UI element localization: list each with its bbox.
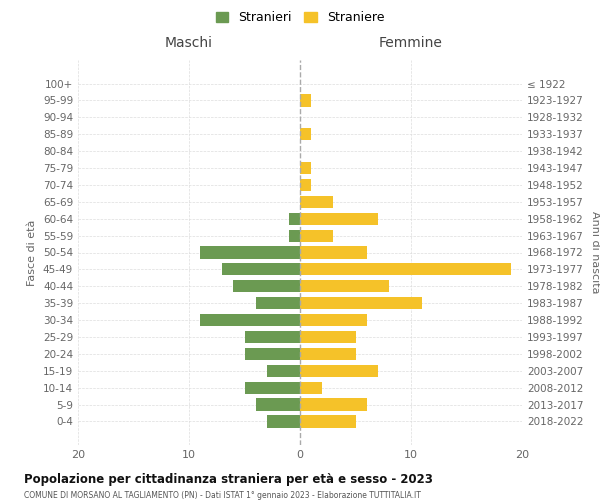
Bar [300, 364, 378, 377]
Bar [300, 162, 311, 174]
Bar [256, 398, 300, 410]
Bar [222, 264, 300, 276]
Bar [300, 128, 311, 140]
Bar [300, 398, 367, 410]
Legend: Stranieri, Straniere: Stranieri, Straniere [211, 6, 389, 29]
Bar [200, 314, 300, 326]
Bar [300, 348, 355, 360]
Text: Femmine: Femmine [379, 36, 443, 51]
Text: COMUNE DI MORSANO AL TAGLIAMENTO (PN) - Dati ISTAT 1° gennaio 2023 - Elaborazion: COMUNE DI MORSANO AL TAGLIAMENTO (PN) - … [24, 491, 421, 500]
Bar [245, 331, 300, 343]
Bar [300, 382, 322, 394]
Bar [289, 230, 300, 241]
Y-axis label: Anni di nascita: Anni di nascita [590, 211, 600, 294]
Bar [300, 297, 422, 310]
Bar [266, 364, 300, 377]
Bar [300, 416, 355, 428]
Bar [300, 196, 334, 208]
Bar [200, 246, 300, 258]
Bar [245, 348, 300, 360]
Bar [300, 264, 511, 276]
Y-axis label: Fasce di età: Fasce di età [28, 220, 37, 286]
Bar [300, 314, 367, 326]
Bar [233, 280, 300, 292]
Bar [300, 280, 389, 292]
Bar [300, 179, 311, 191]
Bar [245, 382, 300, 394]
Bar [266, 416, 300, 428]
Bar [300, 331, 355, 343]
Text: Popolazione per cittadinanza straniera per età e sesso - 2023: Popolazione per cittadinanza straniera p… [24, 472, 433, 486]
Bar [289, 212, 300, 225]
Bar [300, 230, 334, 241]
Bar [256, 297, 300, 310]
Bar [300, 246, 367, 258]
Text: Maschi: Maschi [165, 36, 213, 51]
Bar [300, 94, 311, 106]
Bar [300, 212, 378, 225]
